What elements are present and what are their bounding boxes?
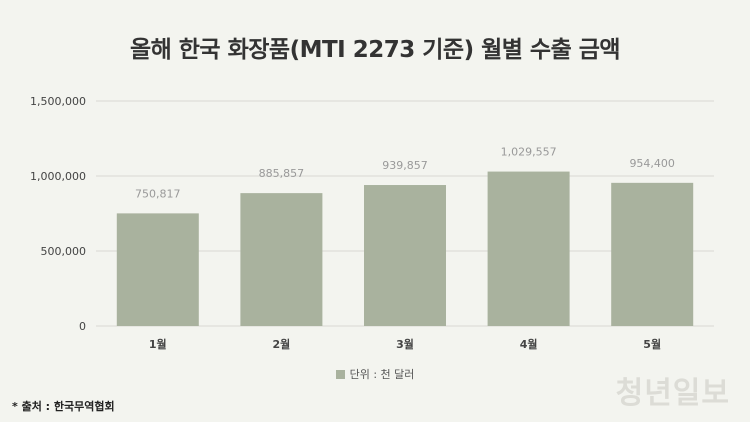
x-tick-label: 2월: [273, 337, 291, 351]
bar: [240, 193, 323, 326]
bar: [611, 182, 694, 326]
publisher-logo: 청년일보: [615, 376, 730, 411]
x-tick-label: 3월: [396, 337, 414, 351]
y-tick-label: 0: [79, 320, 86, 333]
legend: 단위 : 천 달러: [0, 366, 750, 382]
x-tick-label: 1월: [149, 337, 167, 351]
value-labels: 750,817 885,857 939,857 1,029,557 954,400: [135, 146, 675, 201]
value-label: 750,817: [135, 187, 181, 200]
x-tick-label: 4월: [520, 337, 538, 351]
value-label: 939,857: [382, 159, 428, 172]
legend-label: 단위 : 천 달러: [349, 368, 415, 381]
y-axis-ticks: 0 500,000 1,000,000 1,500,000: [30, 95, 86, 333]
bar: [364, 185, 446, 326]
value-label: 954,400: [629, 157, 675, 170]
value-label: 885,857: [259, 167, 305, 180]
y-tick-label: 1,000,000: [30, 170, 86, 183]
x-tick-label: 5월: [643, 337, 661, 351]
source-note: * 출처 : 한국무역협회: [12, 400, 115, 413]
value-label: 1,029,557: [501, 146, 557, 159]
bar: [487, 171, 570, 326]
chart-title: 올해 한국 화장품(MTI 2273 기준) 월별 수출 금액: [129, 37, 621, 63]
x-axis-ticks: 1월 2월 3월 4월 5월: [149, 337, 661, 351]
bar: [116, 213, 199, 326]
y-tick-label: 500,000: [41, 245, 87, 258]
y-tick-label: 1,500,000: [30, 95, 86, 108]
legend-swatch: [335, 369, 345, 379]
bars: [116, 171, 694, 326]
